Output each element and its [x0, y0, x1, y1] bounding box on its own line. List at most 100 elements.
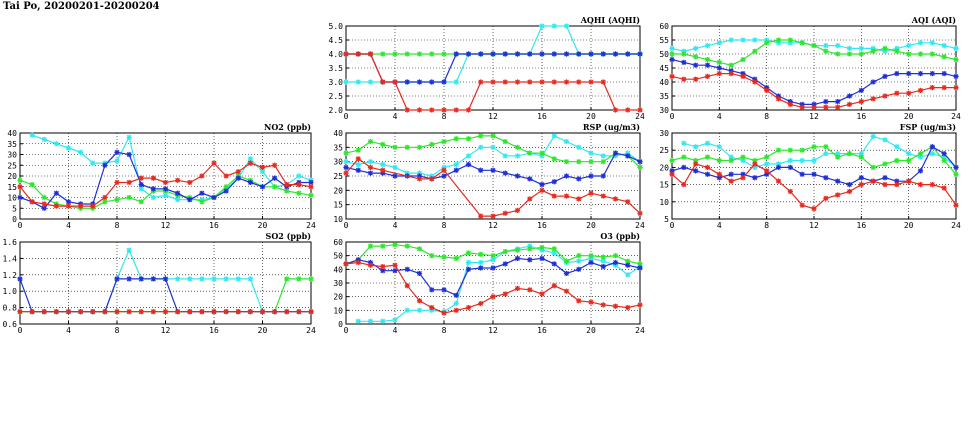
data-point	[953, 45, 959, 51]
data-point	[416, 79, 423, 85]
data-point	[576, 176, 582, 182]
data-point	[612, 262, 619, 268]
data-point	[600, 153, 606, 159]
x-tick-label: 24	[635, 112, 645, 121]
x-tick-label: 0	[344, 326, 349, 335]
data-point	[941, 185, 947, 191]
y-tick-label: 60	[333, 238, 343, 247]
data-point	[90, 203, 96, 209]
x-tick-label: 8	[764, 112, 769, 121]
data-point	[539, 244, 545, 251]
data-point	[284, 309, 290, 315]
data-point	[882, 45, 888, 51]
data-point	[416, 307, 423, 313]
x-tick-label: 12	[809, 221, 819, 230]
data-point	[637, 265, 643, 271]
data-point	[478, 265, 484, 271]
data-point	[953, 171, 959, 177]
data-point	[799, 147, 805, 153]
data-point	[870, 178, 876, 184]
x-tick-label: 4	[393, 221, 398, 230]
data-point	[150, 175, 156, 181]
data-point	[799, 171, 805, 177]
chart-title: FSP (ug/m3)	[900, 122, 956, 132]
data-point	[453, 307, 459, 313]
grid	[345, 25, 641, 111]
data-point	[551, 261, 557, 267]
data-point	[114, 179, 120, 186]
data-point	[490, 79, 496, 85]
y-tick-label: 50	[333, 252, 343, 261]
data-point	[514, 173, 521, 179]
data-point	[429, 253, 435, 259]
x-tick-label: 12	[809, 112, 819, 121]
data-point	[799, 101, 805, 107]
data-point	[441, 254, 447, 260]
data-point	[669, 45, 675, 51]
data-point	[502, 79, 508, 85]
data-point	[490, 265, 496, 271]
data-point	[308, 179, 314, 186]
data-point	[367, 139, 374, 145]
data-point	[90, 160, 96, 166]
data-point	[612, 253, 619, 259]
data-point	[527, 287, 533, 293]
data-point	[175, 190, 181, 196]
data-point	[929, 151, 935, 157]
data-point	[429, 141, 435, 148]
data-point	[259, 169, 266, 175]
data-point	[211, 194, 217, 201]
data-point	[681, 164, 687, 170]
data-point	[102, 194, 108, 201]
data-point	[138, 175, 144, 181]
data-point	[846, 182, 853, 188]
data-point	[527, 243, 533, 249]
y-tick-label: 5	[12, 204, 17, 213]
x-tick-label: 20	[904, 112, 914, 121]
data-point	[380, 318, 386, 324]
data-point	[894, 71, 900, 77]
y-tick-label: 40	[7, 129, 17, 138]
data-point	[882, 93, 888, 99]
data-point	[576, 266, 582, 272]
data-point	[716, 171, 722, 177]
data-point	[764, 161, 770, 167]
y-tick-label: 30	[333, 158, 343, 167]
data-point	[600, 264, 606, 270]
data-point	[211, 276, 217, 282]
data-point	[539, 79, 545, 85]
data-point	[114, 309, 120, 315]
data-point	[41, 201, 47, 207]
data-point	[716, 71, 722, 77]
data-point	[716, 175, 722, 181]
data-point	[187, 197, 193, 203]
data-point	[858, 51, 864, 57]
y-tick-label: 55	[659, 36, 669, 45]
y-tick-label: 45	[659, 64, 669, 73]
data-point	[41, 309, 47, 315]
data-point	[441, 79, 447, 85]
data-point	[799, 104, 805, 110]
data-point	[465, 51, 472, 57]
data-point	[835, 43, 841, 49]
data-point	[588, 79, 594, 85]
data-point	[199, 190, 205, 196]
y-tick-label: 35	[7, 140, 17, 149]
data-point	[563, 79, 570, 85]
y-tick-label: 10	[333, 306, 343, 315]
data-point	[917, 151, 924, 157]
data-point	[441, 51, 447, 57]
data-point	[380, 79, 386, 85]
data-point	[882, 137, 888, 143]
data-point	[259, 184, 266, 190]
y-tick-label: 5	[664, 215, 669, 224]
data-point	[441, 173, 447, 179]
y-tick-label: 3.5	[329, 64, 344, 73]
y-tick-label: 20	[659, 163, 669, 172]
data-point	[17, 177, 23, 183]
data-point	[247, 156, 253, 162]
y-tick-label: 0.8	[3, 304, 18, 313]
data-point	[941, 85, 947, 91]
data-point	[78, 203, 84, 209]
data-point	[367, 170, 374, 176]
